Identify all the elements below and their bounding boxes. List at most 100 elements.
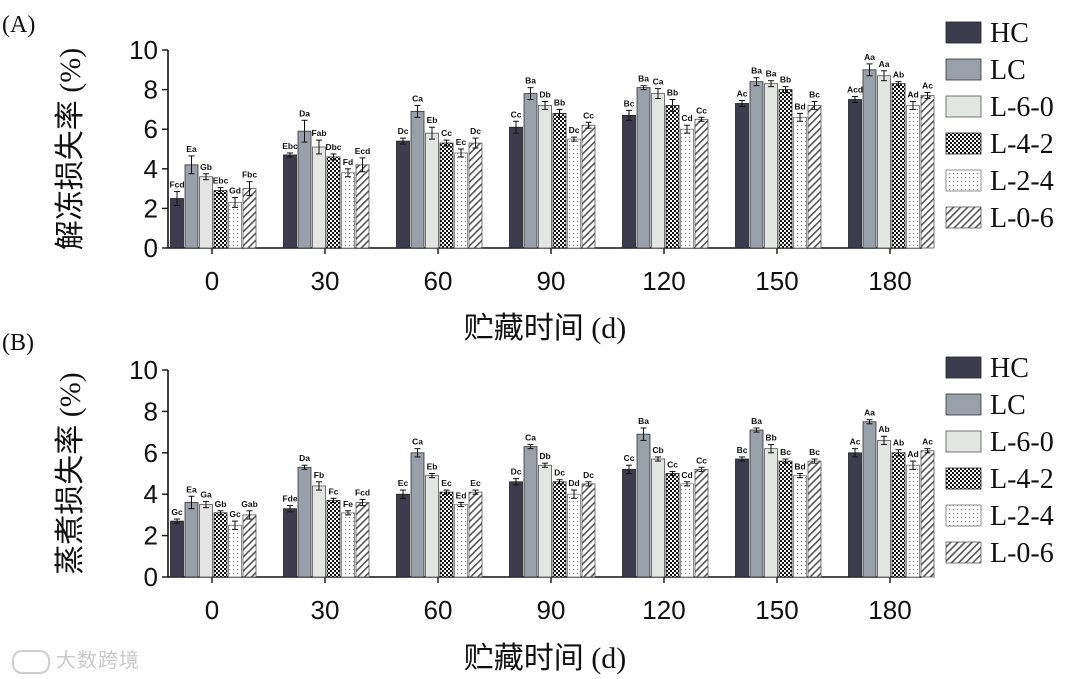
y-tick-label: 10 — [129, 355, 158, 385]
legend-label: LC — [990, 390, 1026, 421]
bar — [636, 87, 651, 249]
significance-letter: Ec — [441, 478, 452, 488]
x-tick-label: 90 — [537, 266, 566, 296]
bar — [735, 103, 749, 249]
bar — [680, 483, 694, 578]
significance-letter: Ba — [766, 69, 777, 79]
significance-letter: Cc — [696, 105, 707, 115]
legend-label: L-4-2 — [990, 464, 1054, 495]
bar — [396, 493, 410, 578]
bar — [749, 81, 764, 249]
significance-letter: Cb — [652, 445, 663, 455]
bar — [862, 421, 877, 578]
bar — [877, 75, 891, 249]
bar — [581, 483, 596, 578]
bar — [454, 152, 468, 249]
bar — [636, 433, 651, 578]
significance-letter: Eb — [427, 462, 438, 472]
significance-letter: Gb — [215, 499, 227, 509]
bar — [170, 520, 184, 578]
bar — [509, 481, 523, 578]
x-tick-label: 60 — [424, 266, 453, 296]
bar — [651, 93, 665, 249]
bar — [778, 89, 793, 249]
panel-label: (B) — [2, 330, 34, 356]
legend-swatch — [945, 169, 982, 192]
bar — [184, 502, 199, 578]
x-axis-title: 贮藏时间 (d) — [464, 642, 626, 675]
significance-letter: Da — [299, 453, 310, 463]
bar — [297, 130, 312, 249]
significance-letter: Gc — [229, 509, 241, 519]
legend-swatch — [945, 541, 982, 564]
bar — [341, 512, 355, 578]
significance-letter: Gb — [200, 162, 212, 172]
x-tick-label: 90 — [537, 595, 566, 625]
significance-letter: Ba — [638, 416, 649, 426]
bar — [523, 446, 538, 578]
significance-letter: Ea — [186, 484, 197, 494]
legend-swatch — [945, 504, 982, 527]
x-tick-label: 60 — [424, 595, 453, 625]
bar — [410, 110, 425, 249]
significance-letter: Ba — [638, 74, 649, 84]
bar — [848, 452, 862, 578]
significance-letter: Cc — [624, 453, 635, 463]
bar — [283, 154, 297, 249]
x-tick-label: 30 — [311, 266, 340, 296]
y-tick-label: 10 — [129, 35, 158, 65]
significance-letter: Ea — [186, 144, 197, 154]
significance-letter: Bb — [667, 88, 678, 98]
bar — [184, 164, 199, 249]
y-tick-label: 2 — [144, 193, 158, 223]
bar — [341, 172, 355, 249]
bar — [622, 114, 636, 249]
bar — [778, 460, 793, 578]
y-tick-label: 4 — [144, 154, 158, 184]
bar — [665, 473, 680, 578]
bar — [242, 514, 257, 578]
x-tick-label: 180 — [868, 595, 911, 625]
y-tick-label: 0 — [144, 233, 158, 263]
bar — [213, 190, 228, 249]
significance-letter: Bc — [809, 447, 820, 457]
significance-letter: Fcd — [355, 487, 370, 497]
significance-letter: Fe — [343, 499, 353, 509]
bar — [454, 504, 468, 578]
bar — [891, 83, 906, 249]
bar — [355, 164, 370, 249]
significance-letter: Ebc — [213, 176, 229, 186]
bar — [538, 464, 552, 578]
legend-swatch — [945, 206, 982, 229]
bar — [665, 105, 680, 249]
bar — [848, 99, 862, 249]
significance-letter: Gd — [229, 186, 241, 196]
significance-letter: Fcd — [169, 180, 184, 190]
significance-letter: Bd — [794, 101, 805, 111]
significance-letter: Cd — [681, 113, 692, 123]
bar — [425, 475, 439, 578]
bar — [877, 439, 891, 578]
significance-letter: Ed — [456, 490, 467, 500]
bar — [396, 140, 410, 249]
legend-swatch — [945, 21, 982, 44]
bar — [920, 450, 935, 578]
significance-letter: Ca — [653, 77, 664, 87]
significance-letter: Ca — [525, 433, 536, 443]
significance-letter: Acd — [847, 85, 863, 95]
bar — [622, 468, 636, 578]
y-tick-label: 6 — [144, 438, 158, 468]
x-tick-label: 30 — [311, 595, 340, 625]
significance-letter: Bd — [794, 462, 805, 472]
significance-letter: Cc — [696, 455, 707, 465]
significance-letter: Gab — [241, 499, 258, 509]
significance-letter: Bb — [554, 97, 565, 107]
significance-letter: Aa — [864, 52, 875, 62]
significance-letter: Ac — [922, 81, 933, 91]
significance-letter: Bc — [737, 445, 748, 455]
y-tick-label: 8 — [144, 75, 158, 105]
y-axis-title: 蒸煮损失率 (%) — [54, 372, 87, 574]
significance-letter: Ba — [751, 416, 762, 426]
legend-swatch — [945, 132, 982, 155]
